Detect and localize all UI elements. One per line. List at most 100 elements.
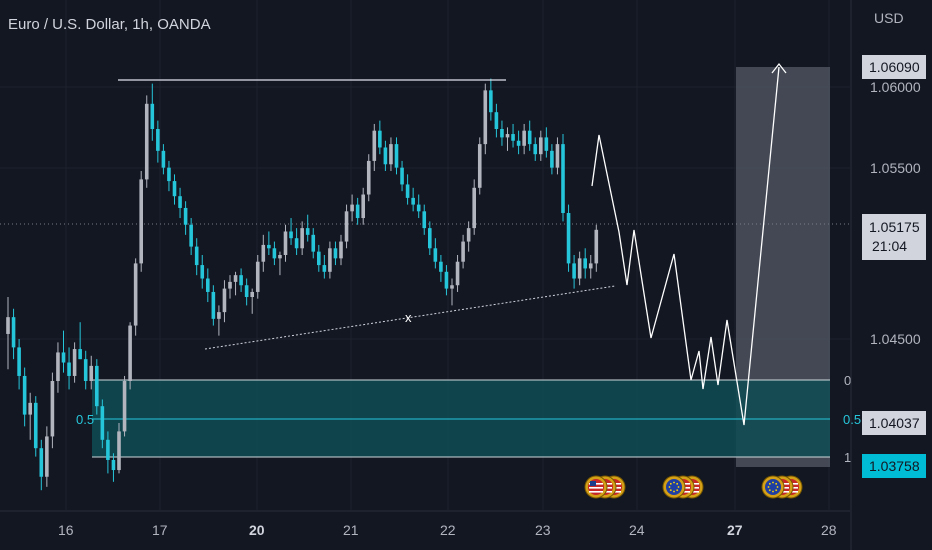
candle-body — [322, 265, 327, 272]
candle-body — [588, 263, 593, 269]
x-tick-5: 23 — [535, 522, 551, 538]
flag-star — [676, 482, 679, 485]
target-price-badge — [862, 55, 926, 79]
candle-body — [267, 244, 271, 249]
y-tick-1: 1.05500 — [870, 160, 921, 176]
candles-group — [6, 78, 599, 491]
candle-body — [150, 103, 155, 129]
candle-body — [239, 275, 243, 286]
candle-body — [389, 144, 393, 165]
candle-body — [494, 112, 499, 129]
candle-body — [366, 160, 371, 195]
candle-body — [6, 317, 10, 334]
candle-body — [200, 265, 205, 279]
candle-body — [95, 365, 99, 407]
candle-body — [156, 129, 160, 151]
flag-star — [668, 486, 671, 488]
flag-star — [669, 489, 672, 492]
candle-body — [477, 144, 482, 188]
candle-body — [344, 211, 349, 242]
y-tick-0: 1.06000 — [870, 79, 921, 95]
candle-body — [466, 228, 471, 242]
fib-mid-price-badge — [862, 411, 926, 435]
candle-body — [189, 224, 193, 247]
currency-label: USD — [874, 10, 904, 26]
flag-star — [776, 486, 779, 488]
candle-body — [561, 144, 565, 213]
candle-body — [333, 248, 338, 259]
candle-body — [305, 228, 310, 235]
current-price-label: 1.05175 — [869, 219, 920, 235]
candle-body — [505, 134, 510, 138]
projection-arrowhead — [771, 62, 787, 74]
flag-star — [673, 481, 675, 484]
candle-body — [78, 349, 82, 360]
candle-body — [133, 263, 138, 326]
x-tick-7: 27 — [727, 522, 743, 538]
fib-low-price-label: 1.03758 — [869, 458, 920, 474]
candle-body — [194, 246, 199, 266]
candle-body — [461, 241, 465, 262]
candle-body — [89, 365, 94, 381]
flag-star — [767, 486, 770, 488]
flag-stripe — [589, 491, 603, 493]
candle-body — [56, 352, 60, 381]
support-trendline — [204, 285, 616, 350]
candle-body — [383, 147, 388, 165]
candle-body — [211, 291, 216, 319]
economic-events[interactable] — [584, 475, 803, 499]
x-axis: 16 17 20 21 22 23 24 27 28 — [0, 510, 850, 538]
candle-body — [244, 285, 249, 297]
candle-body — [128, 325, 132, 381]
price-axis[interactable]: 1.06000 1.05500 1.04500 1.06090 1.05175 … — [850, 0, 926, 550]
candle-body — [455, 261, 460, 286]
candle-body — [511, 134, 515, 141]
candle-body — [39, 448, 44, 477]
x-tick-4: 22 — [440, 522, 456, 538]
candle-body — [311, 234, 316, 252]
candle-body — [555, 144, 560, 168]
candle-body — [11, 317, 16, 348]
candle-body — [439, 261, 443, 272]
symbol-title[interactable]: Euro / U.S. Dollar, 1h, OANDA — [8, 16, 211, 33]
candle-body — [583, 258, 587, 269]
candle-body — [472, 187, 476, 229]
x-tick-0: 16 — [58, 522, 74, 538]
x-tick-1: 17 — [152, 522, 168, 538]
x-tick-2: 20 — [249, 522, 265, 538]
candle-body — [50, 381, 55, 437]
candle-body — [339, 241, 343, 259]
flag-star — [768, 489, 771, 492]
flag-star — [676, 489, 679, 492]
fib-label-05: 0.5 — [843, 412, 861, 427]
candle-body — [361, 194, 365, 219]
candle-body — [411, 197, 415, 205]
current-price-badge — [862, 214, 926, 260]
candle-body — [228, 281, 232, 289]
candle-body — [317, 251, 321, 266]
candle-body — [183, 207, 188, 225]
candle-body — [577, 258, 582, 279]
candle-body — [300, 228, 304, 249]
candle-body — [294, 238, 299, 249]
eu-flag-icon-face — [765, 479, 781, 495]
candle-body — [444, 271, 449, 289]
fib-left-label: 0.5 — [76, 412, 94, 427]
candle-body — [422, 211, 427, 229]
candle-body — [22, 375, 27, 415]
candle-body — [516, 140, 521, 146]
candle-body — [500, 129, 504, 138]
candle-body — [139, 179, 143, 264]
x-tick-3: 21 — [343, 522, 359, 538]
flag-star — [669, 482, 672, 485]
flag-stripe — [589, 487, 603, 489]
candle-body — [544, 137, 549, 151]
candle-body — [117, 431, 121, 471]
candle-body — [533, 144, 538, 155]
flag-star — [673, 490, 675, 493]
candle-body — [550, 150, 554, 168]
candle-body — [172, 181, 177, 197]
candle-body — [278, 255, 282, 259]
flag-star — [772, 481, 774, 484]
